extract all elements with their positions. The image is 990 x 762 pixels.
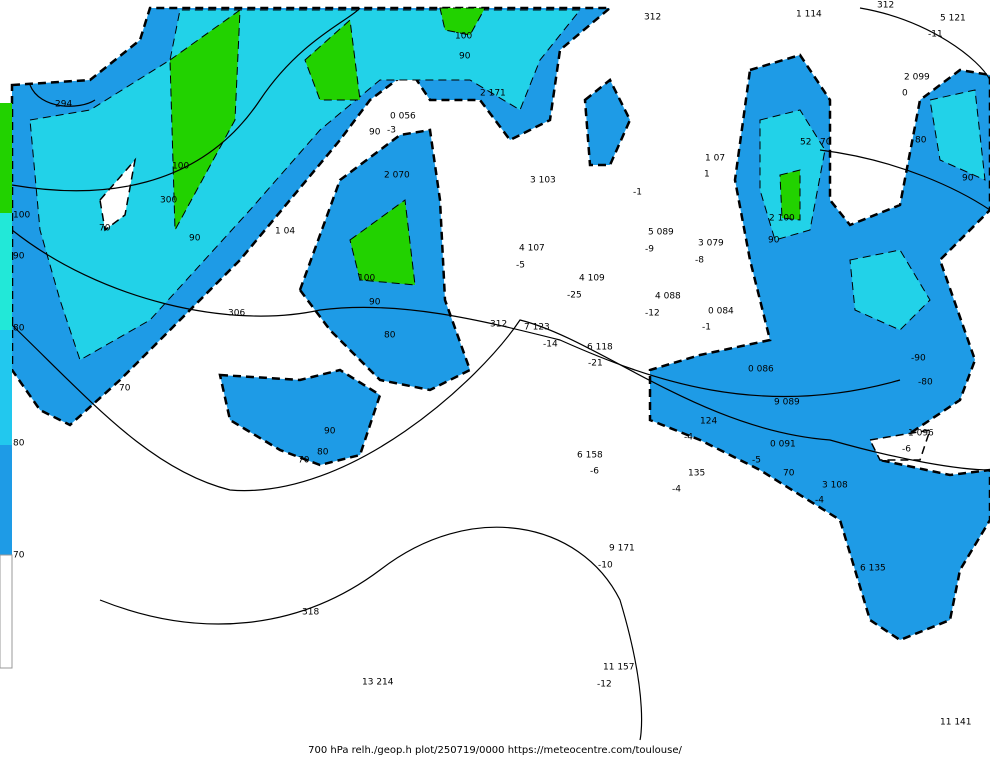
map-label: 7 123 [524, 323, 550, 333]
map-label: 100 [358, 274, 375, 284]
map-label: 312 [644, 13, 661, 23]
map-label: 0 091 [770, 440, 796, 450]
map-label: -9 [645, 245, 654, 255]
legend-label: 100 [13, 211, 30, 221]
map-label: 3 103 [530, 176, 556, 186]
map-label: 13 214 [362, 678, 394, 688]
map-label: 80 [384, 331, 396, 341]
map-label: -6 [902, 445, 911, 455]
map-label: -6 [590, 467, 599, 477]
map-label: 9 171 [609, 544, 635, 554]
map-label: 11 141 [940, 718, 972, 728]
map-label: 3 108 [822, 481, 848, 491]
map-label: 2 070 [384, 171, 410, 181]
map-label: -1 [702, 323, 711, 333]
map-label: 3 079 [698, 239, 724, 249]
legend-label: 80 [13, 324, 25, 334]
map-label: 1 096 [908, 429, 934, 439]
map-label: 11 157 [603, 663, 635, 673]
map-label: 0 [902, 89, 908, 99]
map-label: -10 [598, 561, 613, 571]
map-label: 0 056 [390, 112, 416, 122]
map-label: 2 100 [769, 214, 795, 224]
map-label: -14 [543, 340, 558, 350]
map-label: -5 [516, 261, 525, 271]
map-label: 80 [915, 136, 927, 146]
map-label: 70 [298, 456, 310, 466]
map-label: 318 [302, 608, 319, 618]
map-label: 294 [55, 100, 72, 110]
legend-label: 90 [13, 252, 25, 262]
map-label: 135 [688, 469, 705, 479]
map-label: -1 [633, 188, 642, 198]
map-label: -80 [918, 378, 933, 388]
map-label: -4 [672, 485, 681, 495]
map-label: 1 04 [275, 227, 295, 237]
map-label: -3 [387, 126, 396, 136]
map-label: 90 [962, 174, 974, 184]
map-label: 52 [800, 138, 811, 148]
map-label: -11 [928, 30, 943, 40]
map-label: 5 089 [648, 228, 674, 238]
map-label: -5 [752, 456, 761, 466]
map-label: 6 118 [587, 343, 613, 353]
map-label: 6 135 [860, 564, 886, 574]
map-label: -4 [815, 496, 824, 506]
map-label: 2 171 [480, 89, 506, 99]
map-label: 306 [228, 309, 245, 319]
map-label: 1 [704, 170, 710, 180]
legend-label: 80 [13, 439, 25, 449]
map-label: 70 [783, 469, 795, 479]
geopotential-contours [11, 7, 990, 741]
map-label: 80 [317, 448, 329, 458]
map-label: -25 [567, 291, 582, 301]
map-label: -12 [597, 680, 612, 690]
map-label: 0 084 [708, 307, 734, 317]
colorbar [0, 103, 13, 669]
map-label: 90 [324, 427, 336, 437]
map-label: 124 [700, 417, 717, 427]
caption: 700 hPa relh./geop.h plot/250719/0000 ht… [308, 745, 682, 756]
map-label: -12 [645, 309, 660, 319]
map-label: 70 [99, 224, 111, 234]
map-label: 70 [119, 384, 131, 394]
map-label: 90 [768, 236, 780, 246]
map-label: 0 086 [748, 365, 774, 375]
map-label: -8 [695, 256, 704, 266]
map-label: 70 [820, 138, 832, 148]
map-label: -90 [911, 354, 926, 364]
map-label: 2 099 [904, 73, 930, 83]
map-label: 312 [490, 320, 507, 330]
map-label: 5 121 [940, 14, 966, 24]
map-label: 312 [877, 1, 894, 11]
map-label: 90 [459, 52, 471, 62]
map-label: 100 [455, 32, 472, 42]
map-label: -21 [588, 359, 603, 369]
legend-label: 70 [13, 551, 25, 561]
map-label: 90 [189, 234, 201, 244]
map-label: 100 [172, 162, 189, 172]
map-label: 1 07 [705, 154, 725, 164]
map-label: 4 088 [655, 292, 681, 302]
map-label: 6 158 [577, 451, 603, 461]
map-label: 90 [369, 298, 381, 308]
humidity-fields [10, 6, 990, 642]
map-label: 4 107 [519, 244, 545, 254]
map-label: 300 [160, 196, 177, 206]
map-label: 1 114 [796, 10, 822, 20]
map-label: -4 [684, 433, 693, 443]
map-label: 4 109 [579, 274, 605, 284]
map-label: 9 089 [774, 398, 800, 408]
map-label: 90 [369, 128, 381, 138]
